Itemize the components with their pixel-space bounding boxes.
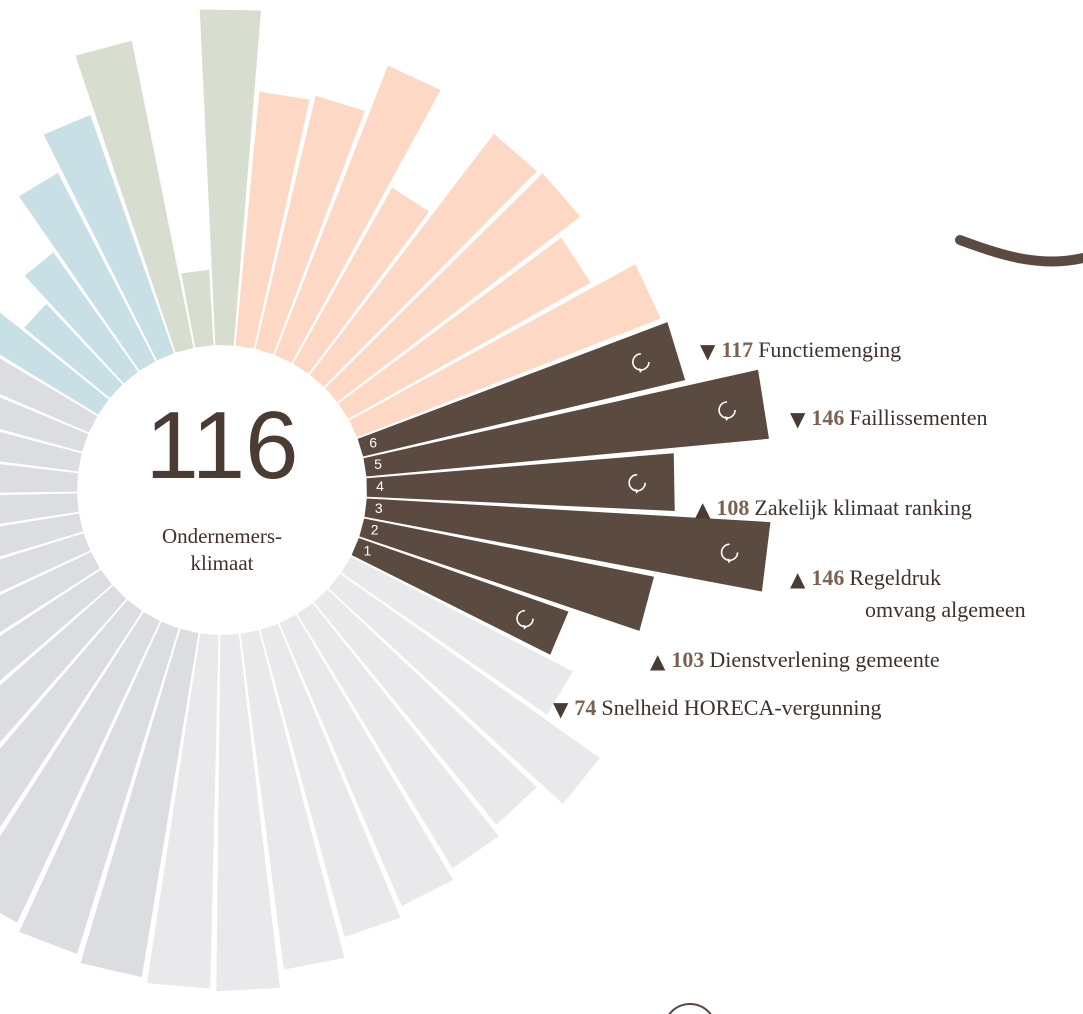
bar bbox=[0, 533, 91, 592]
refresh-icon bbox=[628, 473, 646, 492]
name: Dienstverlening gemeente bbox=[709, 647, 939, 672]
bar bbox=[18, 172, 156, 371]
refresh-icon-head bbox=[727, 558, 732, 564]
bar bbox=[0, 585, 127, 743]
bar bbox=[0, 552, 100, 633]
direction: ▲ bbox=[650, 649, 666, 673]
refresh-icon bbox=[632, 353, 650, 371]
rank-label: 1 bbox=[364, 542, 372, 558]
bar bbox=[0, 464, 78, 493]
value: 103 bbox=[671, 647, 704, 672]
rank-label: 4 bbox=[376, 478, 384, 494]
bar bbox=[216, 634, 281, 992]
bar bbox=[366, 453, 675, 511]
refresh-icon bbox=[718, 401, 736, 419]
bar bbox=[43, 114, 174, 361]
item-label: ▲ 146 Regeldruk bbox=[790, 565, 941, 590]
rank-label: 2 bbox=[371, 522, 379, 538]
value: 146 bbox=[811, 405, 844, 430]
item-label: ▼ 146 Faillissementen bbox=[790, 405, 987, 430]
bar bbox=[0, 612, 160, 923]
decor-swoosh bbox=[955, 235, 1083, 267]
direction: ▼ bbox=[553, 697, 569, 721]
bar bbox=[235, 91, 310, 349]
bar bbox=[325, 173, 581, 403]
bar bbox=[313, 589, 537, 825]
refresh-icon-head bbox=[523, 624, 528, 630]
bar bbox=[181, 269, 214, 348]
value: 117 bbox=[721, 337, 753, 362]
bar bbox=[199, 9, 261, 346]
name: Zakelijk klimaat ranking bbox=[754, 495, 972, 520]
bar bbox=[363, 369, 769, 477]
bar bbox=[24, 303, 123, 399]
bar bbox=[293, 187, 430, 374]
direction: ▼ bbox=[700, 339, 716, 363]
decor-circle bbox=[668, 1003, 712, 1014]
bar bbox=[297, 603, 499, 869]
bar bbox=[80, 628, 199, 978]
score-label: Ondernemers- bbox=[162, 524, 282, 548]
item-label: ▲ 108 Zakelijk klimaat ranking bbox=[695, 495, 972, 520]
bar bbox=[0, 513, 84, 557]
rank-label: 6 bbox=[369, 435, 377, 451]
direction: ▲ bbox=[790, 567, 806, 591]
bar bbox=[364, 498, 771, 592]
bar bbox=[274, 65, 441, 363]
item-label: ▼ 74 Snelheid HORECA-vergunning bbox=[553, 695, 881, 720]
refresh-icon bbox=[720, 543, 739, 562]
bar bbox=[349, 264, 661, 438]
value: 74 bbox=[574, 695, 596, 720]
item-label: ▼ 117 Functiemenging bbox=[700, 337, 901, 362]
value: 146 bbox=[811, 565, 844, 590]
bar bbox=[0, 569, 112, 681]
name: Regeldruk bbox=[849, 565, 941, 590]
bar bbox=[0, 397, 89, 452]
score: 116 bbox=[145, 392, 298, 499]
refresh-icon bbox=[516, 609, 534, 628]
bar bbox=[0, 600, 143, 828]
bars: 1 2 3 4 5 6 bbox=[0, 9, 771, 992]
bar bbox=[357, 322, 686, 457]
bar bbox=[260, 623, 401, 937]
item-label-line: omvang algemeen bbox=[865, 597, 1026, 622]
score-label: klimaat bbox=[191, 551, 254, 575]
bar bbox=[341, 556, 573, 715]
bar bbox=[351, 538, 569, 655]
bar bbox=[309, 133, 537, 387]
bar bbox=[75, 40, 194, 353]
direction: ▼ bbox=[790, 407, 806, 431]
refresh-icon-head bbox=[635, 488, 640, 494]
bar bbox=[19, 621, 179, 955]
bar bbox=[240, 630, 345, 970]
bar bbox=[24, 252, 139, 384]
direction: ▲ bbox=[695, 497, 711, 521]
bar bbox=[0, 493, 79, 524]
name: Functiemenging bbox=[758, 337, 901, 362]
bar bbox=[0, 358, 98, 433]
bar bbox=[328, 573, 600, 804]
name: Snelheid HORECA-vergunning bbox=[601, 695, 881, 720]
center-circle bbox=[80, 348, 364, 632]
rank-label: 5 bbox=[374, 456, 382, 472]
item-label: ▲ 103 Dienstverlening gemeente bbox=[650, 647, 940, 672]
bar bbox=[279, 614, 454, 907]
refresh-icon-head bbox=[638, 367, 643, 373]
refresh-icon-head bbox=[725, 416, 730, 422]
bar bbox=[146, 633, 219, 989]
bar bbox=[0, 312, 109, 415]
labels: ▼ 74 Snelheid HORECA-vergunning▲ 103 Dienstv… bbox=[553, 337, 1026, 720]
rank-label: 3 bbox=[375, 500, 383, 516]
bar bbox=[359, 518, 654, 631]
bar bbox=[255, 95, 365, 355]
bar bbox=[338, 237, 591, 419]
bar bbox=[0, 431, 82, 472]
name: Faillissementen bbox=[849, 405, 987, 430]
value: 108 bbox=[716, 495, 749, 520]
